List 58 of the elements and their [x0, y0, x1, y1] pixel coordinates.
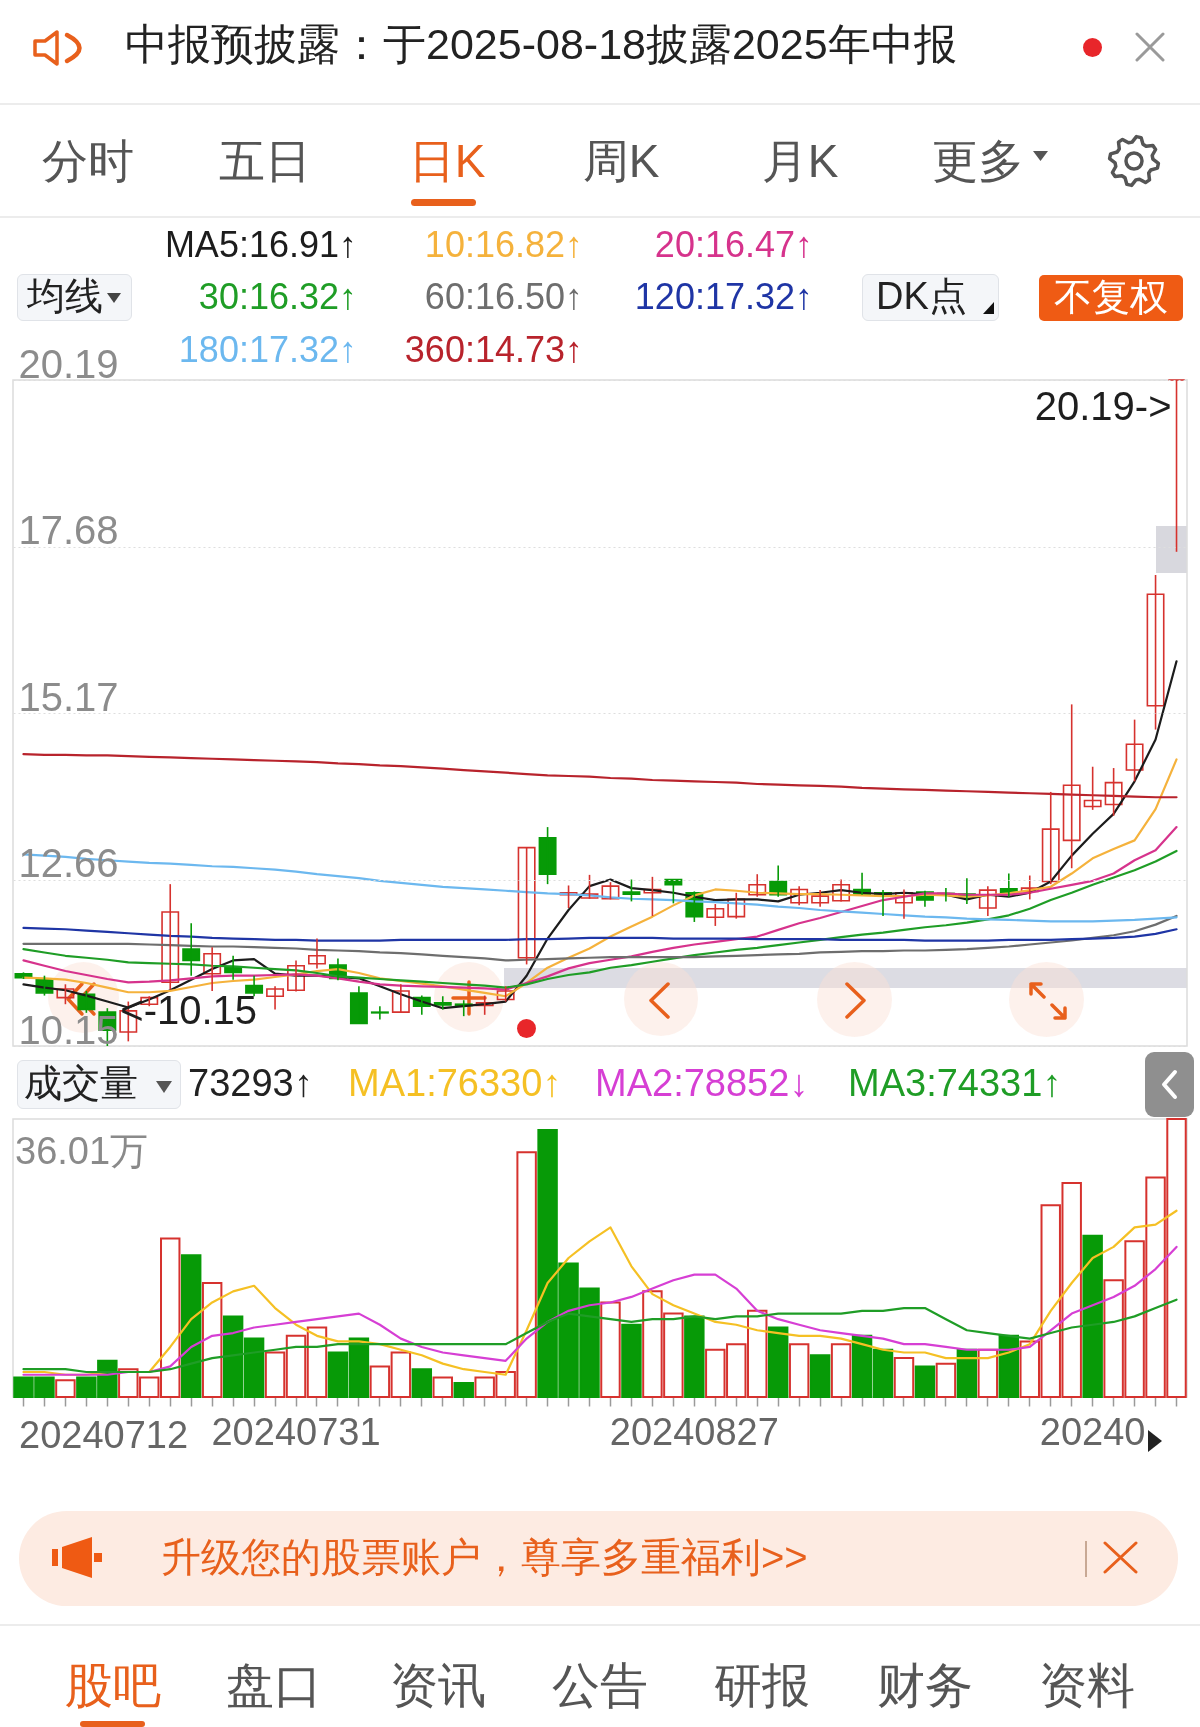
text: MA2:78852↓: [595, 1062, 809, 1106]
x-tick-label: 20240731: [211, 1410, 381, 1453]
text: 10:16.82↑: [424, 224, 583, 266]
text: 不复权: [1054, 276, 1168, 320]
text: MA5:16.91↑: [164, 224, 357, 266]
bar: [956, 1348, 978, 1398]
x-tick-label: 20240827: [609, 1410, 779, 1453]
text: 盘口: [226, 1658, 322, 1714]
bar: [432, 1376, 453, 1398]
bar: [914, 1365, 936, 1398]
text: MA3:74331↑: [848, 1062, 1062, 1106]
y-tick-label: 17.68: [18, 508, 119, 552]
text: 30:16.32↑: [198, 276, 357, 318]
bar: [893, 1357, 915, 1398]
text: 公告: [552, 1658, 648, 1714]
text: 财务: [877, 1658, 973, 1714]
bar: [830, 1343, 852, 1398]
text: 资讯: [390, 1658, 486, 1714]
text: 20240712: [19, 1414, 189, 1458]
text: 成交量: [24, 1062, 138, 1106]
text: 60:16.50↑: [424, 276, 583, 318]
annotation: 36.01万: [15, 1130, 149, 1174]
y-tick-label: 15.17: [18, 674, 119, 719]
text: 更多: [932, 134, 1024, 188]
bar: [201, 1282, 223, 1398]
bar: [411, 1368, 433, 1398]
bar: [767, 1326, 789, 1398]
text: 均线: [27, 275, 103, 319]
text: 升级您的股票账户，尊享多重福利>>: [161, 1534, 808, 1580]
text: 360:14.73↑: [404, 329, 583, 371]
y-tick-label: 20.19: [18, 341, 119, 386]
text: 分时: [42, 134, 134, 188]
text: 日K: [408, 134, 486, 188]
text: 180:17.32↑: [178, 329, 357, 371]
bar: [1082, 1234, 1103, 1398]
annotation: 20.19->: [1034, 384, 1172, 428]
text: 研报: [714, 1658, 810, 1714]
bar: [684, 1315, 705, 1398]
bar: [55, 1379, 76, 1398]
text: 月K: [761, 134, 839, 188]
chart-title: 中报预披露：于2025-08-18披露2025年中报: [125, 20, 957, 70]
text: 20:16.47↑: [654, 224, 813, 266]
text: 周K: [582, 134, 660, 188]
text: MA1:76330↑: [348, 1062, 562, 1106]
x-tick-label: 20240: [1039, 1410, 1146, 1453]
bar: [935, 1362, 957, 1398]
text: 120:17.32↑: [634, 276, 813, 318]
text: 资料: [1039, 1658, 1135, 1714]
text: 五日: [219, 134, 311, 188]
text: 73293↑: [188, 1062, 313, 1106]
bar: [788, 1343, 810, 1398]
bar: [453, 1382, 474, 1398]
text: DK点: [876, 275, 967, 319]
bar: [180, 1254, 202, 1398]
bar: [600, 1301, 621, 1398]
bar: [809, 1354, 831, 1398]
text: 股吧: [65, 1658, 161, 1714]
bar: [621, 1323, 642, 1398]
